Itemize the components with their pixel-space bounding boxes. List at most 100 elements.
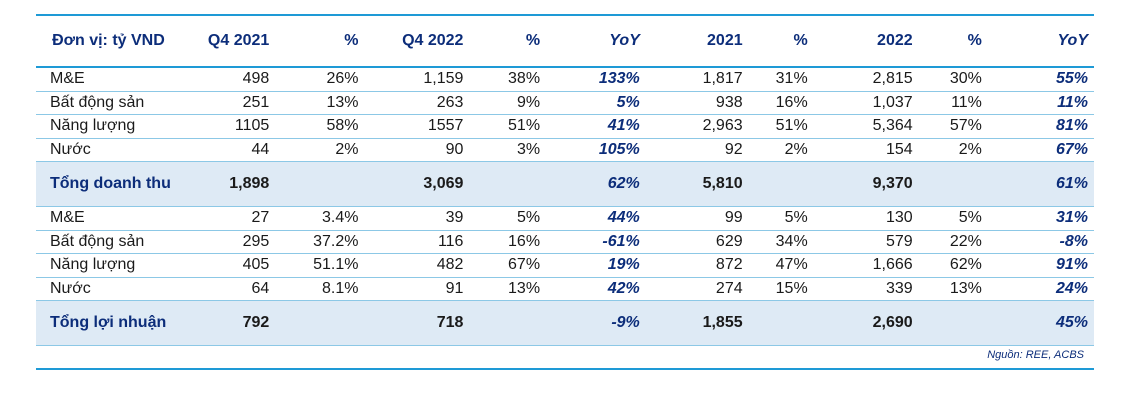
cell-q4-2021: 251	[180, 91, 276, 115]
cell-fy-2021-pct: 31%	[748, 67, 814, 92]
cell-fy-yoy: 81%	[987, 114, 1094, 139]
cell-fy-2021: 872	[645, 253, 749, 278]
cell-q4-2021-pct	[275, 300, 365, 346]
table-row: Nước 44 2% 90 3% 105% 92 2% 154 2% 67%	[36, 138, 1094, 162]
cell-row-label: Năng lượng	[36, 114, 181, 139]
cell-fy-yoy: 45%	[987, 300, 1094, 346]
cell-q4-2021-pct: 26%	[275, 67, 365, 92]
cell-q4-2021-pct: 3.4%	[275, 206, 365, 231]
cell-fy-2022-pct: 62%	[918, 253, 988, 278]
cell-q4-yoy: 44%	[546, 206, 646, 231]
cell-fy-2021-pct: 5%	[748, 206, 814, 231]
cell-fy-2022-pct: 13%	[918, 277, 988, 301]
cell-fy-2021: 92	[645, 138, 749, 162]
table-row: Năng lượng 1105 58% 1557 51% 41% 2,963 51% 5,364…	[36, 114, 1094, 139]
cell-q4-2022-pct	[469, 300, 547, 346]
cell-fy-2021: 99	[645, 206, 749, 231]
cell-q4-2022-pct: 38%	[469, 67, 547, 92]
cell-fy-2022: 2,815	[813, 67, 919, 92]
header-pct: %	[748, 16, 814, 68]
header-q4-2021: Q4 2021	[180, 16, 276, 68]
cell-fy-2022-pct: 22%	[918, 230, 988, 254]
table-body: M&E 498 26% 1,159 38% 133% 1,817 31% 2,815 30% 55%…	[36, 67, 1094, 346]
cell-fy-yoy: 67%	[987, 138, 1094, 162]
cell-row-label: M&E	[36, 67, 181, 92]
cell-fy-2021-pct: 2%	[748, 138, 814, 162]
cell-fy-2022-pct: 5%	[918, 206, 988, 231]
cell-q4-2021: 44	[180, 138, 276, 162]
table-row: Bất động sản 251 13% 263 9% 5% 938 16% 1,037 11% 1…	[36, 91, 1094, 115]
cell-q4-yoy: 62%	[546, 161, 646, 207]
cell-q4-2022: 482	[364, 253, 470, 278]
cell-q4-2022-pct: 67%	[469, 253, 547, 278]
cell-q4-2021: 405	[180, 253, 276, 278]
cell-q4-2021-pct: 8.1%	[275, 277, 365, 301]
table-row: Năng lượng 405 51.1% 482 67% 19% 872 47% 1,666 62…	[36, 253, 1094, 278]
cell-fy-2021: 2,963	[645, 114, 749, 139]
header-yoy: YoY	[546, 16, 646, 68]
cell-fy-yoy: 31%	[987, 206, 1094, 231]
cell-q4-yoy: -9%	[546, 300, 646, 346]
cell-row-label: Năng lượng	[36, 253, 181, 278]
cell-fy-2022: 339	[813, 277, 919, 301]
cell-q4-2021-pct: 51.1%	[275, 253, 365, 278]
cell-fy-2022: 579	[813, 230, 919, 254]
cell-q4-yoy: 19%	[546, 253, 646, 278]
cell-q4-yoy: 5%	[546, 91, 646, 115]
cell-fy-yoy: 11%	[987, 91, 1094, 115]
revenue-profit-table: Đơn vị: tỷ VND Q4 2021 % Q4 2022 % YoY 2…	[36, 16, 1094, 346]
header-q4-2022: Q4 2022	[364, 16, 470, 68]
cell-q4-yoy: 105%	[546, 138, 646, 162]
cell-fy-yoy: 55%	[987, 67, 1094, 92]
cell-q4-2022-pct: 3%	[469, 138, 547, 162]
cell-q4-2022: 1,159	[364, 67, 470, 92]
cell-q4-2022: 1557	[364, 114, 470, 139]
cell-q4-yoy: -61%	[546, 230, 646, 254]
top-rule	[36, 14, 1094, 16]
cell-q4-2021-pct: 13%	[275, 91, 365, 115]
cell-fy-2022-pct: 2%	[918, 138, 988, 162]
cell-q4-yoy: 133%	[546, 67, 646, 92]
cell-q4-2021: 27	[180, 206, 276, 231]
cell-q4-2022: 90	[364, 138, 470, 162]
cell-q4-2022-pct: 13%	[469, 277, 547, 301]
header-2022: 2022	[813, 16, 919, 68]
table-row: M&E 27 3.4% 39 5% 44% 99 5% 130 5% 31%	[36, 206, 1094, 231]
cell-q4-2021-pct: 37.2%	[275, 230, 365, 254]
cell-q4-2021: 295	[180, 230, 276, 254]
cell-row-label: M&E	[36, 206, 181, 231]
header-pct: %	[275, 16, 365, 68]
cell-fy-2022: 154	[813, 138, 919, 162]
cell-fy-2021-pct: 16%	[748, 91, 814, 115]
header-2021: 2021	[645, 16, 749, 68]
cell-fy-2022-pct	[918, 161, 988, 207]
cell-fy-2021: 1,855	[645, 300, 749, 346]
cell-fy-2022-pct: 57%	[918, 114, 988, 139]
cell-q4-2021: 792	[180, 300, 276, 346]
cell-fy-2021: 274	[645, 277, 749, 301]
cell-fy-2022: 130	[813, 206, 919, 231]
cell-q4-2022: 116	[364, 230, 470, 254]
cell-fy-2022: 9,370	[813, 161, 919, 207]
cell-fy-2022: 5,364	[813, 114, 919, 139]
cell-q4-2021-pct: 58%	[275, 114, 365, 139]
cell-row-label: Nước	[36, 277, 181, 301]
cell-fy-2021: 1,817	[645, 67, 749, 92]
header-pct: %	[918, 16, 988, 68]
table-row: M&E 498 26% 1,159 38% 133% 1,817 31% 2,815 30% 55%	[36, 67, 1094, 92]
cell-fy-2021: 938	[645, 91, 749, 115]
cell-fy-2022-pct: 11%	[918, 91, 988, 115]
cell-q4-2022: 263	[364, 91, 470, 115]
cell-q4-2022-pct: 9%	[469, 91, 547, 115]
header-pct: %	[469, 16, 547, 68]
cell-fy-2022: 2,690	[813, 300, 919, 346]
cell-fy-yoy: 24%	[987, 277, 1094, 301]
table-row: Nước 64 8.1% 91 13% 42% 274 15% 339 13% 24%	[36, 277, 1094, 301]
cell-row-label: Tổng lợi nhuận	[36, 300, 181, 346]
cell-q4-2022: 3,069	[364, 161, 470, 207]
cell-fy-2022-pct: 30%	[918, 67, 988, 92]
cell-row-label: Bất động sản	[36, 91, 181, 115]
cell-fy-2021-pct: 15%	[748, 277, 814, 301]
cell-fy-2021-pct: 51%	[748, 114, 814, 139]
cell-q4-2022-pct: 5%	[469, 206, 547, 231]
